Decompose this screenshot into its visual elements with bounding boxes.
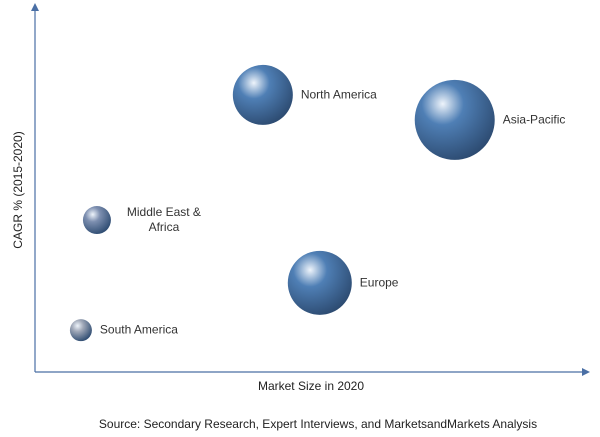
bubble <box>414 79 495 160</box>
bubble-label: Asia-Pacific <box>502 112 566 127</box>
bubble-label: Middle East & Africa <box>126 205 201 235</box>
bubble-label: North America <box>300 87 377 102</box>
bubble <box>82 206 111 235</box>
x-axis-arrow <box>582 368 590 376</box>
bubble <box>287 250 352 315</box>
x-axis-title: Market Size in 2020 <box>258 379 364 393</box>
source-note: Source: Secondary Research, Expert Inter… <box>99 417 537 431</box>
y-axis-title: CAGR % (2015-2020) <box>11 131 25 248</box>
bubble <box>69 319 92 342</box>
bubble-label: Europe <box>359 275 399 290</box>
bubble <box>232 64 293 125</box>
y-axis-arrow <box>31 3 39 11</box>
bubble-label: South America <box>99 322 178 337</box>
